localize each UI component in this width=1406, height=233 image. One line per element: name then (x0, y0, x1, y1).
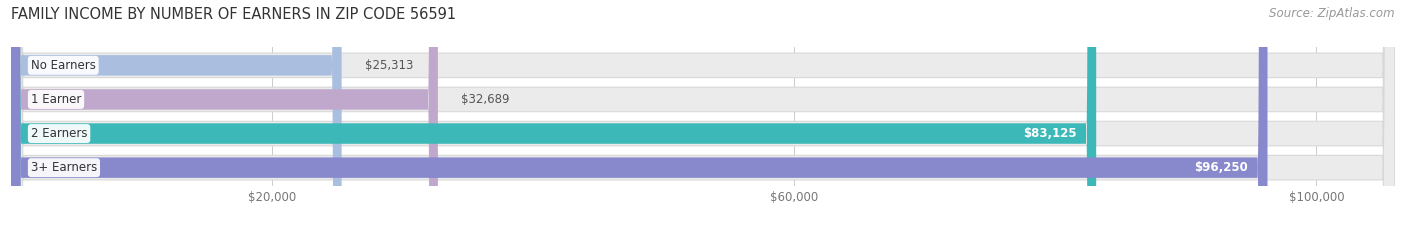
FancyBboxPatch shape (11, 0, 342, 233)
Text: $32,689: $32,689 (461, 93, 510, 106)
FancyBboxPatch shape (11, 0, 1395, 233)
FancyBboxPatch shape (11, 0, 437, 233)
Text: Source: ZipAtlas.com: Source: ZipAtlas.com (1270, 7, 1395, 20)
FancyBboxPatch shape (11, 0, 1395, 233)
FancyBboxPatch shape (11, 0, 1395, 233)
FancyBboxPatch shape (11, 0, 1395, 233)
FancyBboxPatch shape (11, 0, 1267, 233)
Text: 1 Earner: 1 Earner (31, 93, 82, 106)
FancyBboxPatch shape (11, 0, 1097, 233)
Text: 3+ Earners: 3+ Earners (31, 161, 97, 174)
Text: $96,250: $96,250 (1194, 161, 1249, 174)
Text: $83,125: $83,125 (1024, 127, 1077, 140)
Text: $25,313: $25,313 (366, 59, 413, 72)
Text: 2 Earners: 2 Earners (31, 127, 87, 140)
Text: No Earners: No Earners (31, 59, 96, 72)
Text: FAMILY INCOME BY NUMBER OF EARNERS IN ZIP CODE 56591: FAMILY INCOME BY NUMBER OF EARNERS IN ZI… (11, 7, 457, 22)
